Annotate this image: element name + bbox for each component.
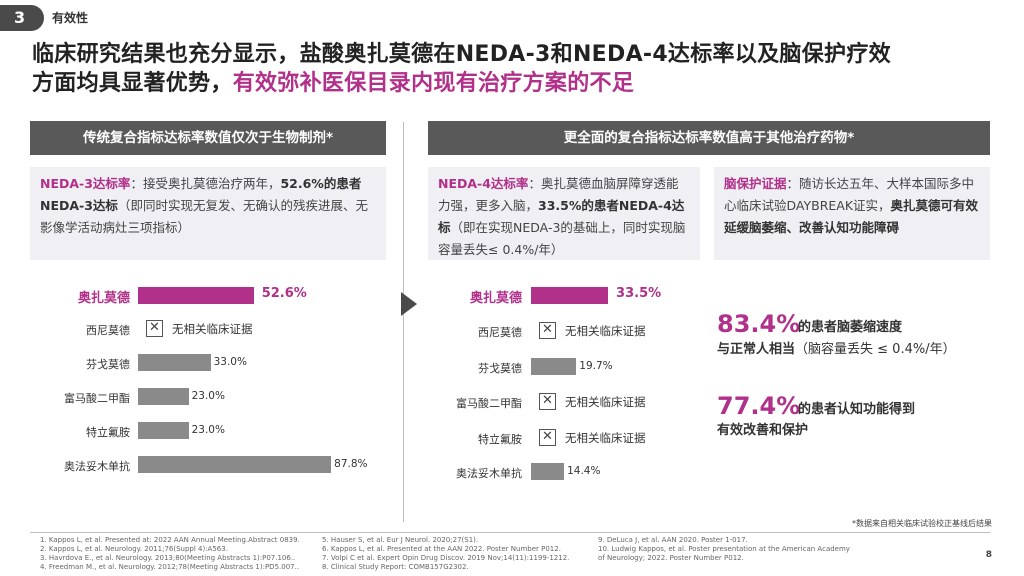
stat-text-1b-plain: （脑容量丢失 ≤ 0.4%/年） [795, 342, 956, 357]
neda4-text-b: （即在实现NEDA-3的基础上，同时实现脑容量丢失≤ 0.4%/年） [438, 220, 686, 257]
no-data-label: 无相关临床证据 [565, 395, 646, 409]
bar [531, 463, 565, 480]
bar [138, 388, 189, 405]
stat-value-2: 77.4% [717, 392, 801, 420]
no-data-icon: ✕ [539, 322, 556, 339]
no-data-icon: ✕ [539, 429, 556, 446]
arrow-right-icon [401, 292, 417, 316]
neda4-text-a: ：奥扎莫德血脑屏障穿透能力强，更多入脑， [438, 176, 679, 213]
brain-highlight: 奥扎莫德可有效延缓脑萎缩、改善认知功能障碍 [724, 198, 979, 235]
left-panel-header: 传统复合指标达标率数值仅次于生物制剂* [30, 121, 386, 155]
bar-value-label: 87.8% [334, 458, 368, 470]
no-data-label: 无相关临床证据 [172, 322, 253, 336]
bar-label: 奥扎莫德 [469, 291, 522, 306]
neda3-label: NEDA-3达标率 [40, 176, 131, 191]
neda3-text-a: ：接受奥扎莫德治疗两年， [130, 176, 281, 191]
bar-label: 特立氟胺 [478, 433, 522, 446]
bar [531, 287, 609, 304]
neda3-highlight: 52.6%的患者NEDA-3达标 [40, 176, 362, 213]
neda3-text-c: 残疾进展、无影像学活动病灶三项指标） [40, 198, 368, 235]
ref-item: 4. Freedman M., et al. Neurology. 2012;7… [40, 563, 300, 571]
no-data-label: 无相关临床证据 [565, 324, 646, 338]
right-info-box-brain: 脑保护证据：随访长达五年、大样本国际多中心临床试验DAYBREAK证实，奥扎莫德… [714, 167, 990, 260]
references-col1: 1. Kappos L, et al. Presented at: 2022 A… [40, 536, 300, 572]
section-title: 有效性 [52, 11, 89, 25]
neda4-label: NEDA-4达标率 [438, 176, 529, 191]
stat-text-1b: 与正常人相当（脑容量丢失 ≤ 0.4%/年） [717, 340, 956, 360]
bar-label: 奥扎莫德 [77, 291, 130, 306]
bar-value-label: 14.4% [567, 465, 601, 477]
ref-item: 10. Ludwig Kappos, et al. Poster present… [598, 545, 850, 553]
stat-text-2a: 的患者认知功能得到 [798, 402, 916, 417]
bar-label: 芬戈莫德 [86, 358, 130, 371]
bar-value-label: 52.6% [261, 286, 307, 301]
no-data-icon: ✕ [539, 393, 556, 410]
brain-text: ：随访长达五年、大样本国际多中心临床试验DAYBREAK证实， [724, 176, 975, 213]
right-panel-header: 更全面的复合指标达标率数值高于其他治疗药物* [428, 121, 990, 155]
ref-item: 5. Hauser S, et al. Eur J Neurol. 2020;2… [322, 536, 479, 544]
footer-rule [30, 532, 990, 533]
ref-item: 7. Volpi C et al. Expert Opin Drug Disco… [322, 554, 570, 562]
ref-item: 2. Kappos L, et al. Neurology. 2011;76(S… [40, 545, 228, 553]
bar-label: 西尼莫德 [86, 324, 130, 337]
neda4-highlight: 33.5%的患者NEDA-4达标 [438, 198, 685, 235]
ref-item: 3. Havrdova E., et al. Neurology. 2013;8… [40, 554, 296, 562]
headline-line2-accent: 有效弥补医保目录内现有治疗方案的不足 [232, 71, 635, 96]
brain-label: 脑保护证据 [724, 176, 787, 191]
references-col3: 9. DeLuca J, et al. AAN 2020. Poster 1-0… [598, 536, 850, 563]
bar [138, 456, 332, 473]
bar-label: 富马酸二甲酯 [64, 392, 130, 405]
neda3-text-b: （即同时实现无复发、无确认的 [117, 198, 293, 213]
ref-item: 1. Kappos L, et al. Presented at: 2022 A… [40, 536, 300, 544]
stat-text-1b-bold: 与正常人相当 [717, 342, 796, 357]
bar-label: 特立氟胺 [86, 426, 130, 439]
no-data-icon: ✕ [146, 320, 163, 337]
ref-item: 8. Clinical Study Report: COMB157G2302. [322, 563, 469, 571]
headline: 临床研究结果也充分显示，盐酸奥扎莫德在NEDA-3和NEDA-4达标率以及脑保护… [32, 40, 1002, 98]
headline-line2-plain: 方面均具显著优势， [32, 71, 233, 96]
ref-item: 6. Kappos L, et al. Presented at the AAN… [322, 545, 561, 553]
ref-item: 9. DeLuca J, et al. AAN 2020. Poster 1-0… [598, 536, 748, 544]
bar [138, 422, 189, 439]
divider-vertical [403, 122, 404, 522]
bar-label: 富马酸二甲酯 [456, 397, 522, 410]
headline-line1: 临床研究结果也充分显示，盐酸奥扎莫德在NEDA-3和NEDA-4达标率以及脑保护… [32, 42, 891, 67]
bar-label: 奥法妥木单抗 [456, 467, 522, 480]
bar-label: 西尼莫德 [478, 326, 522, 339]
bar-value-label: 33.5% [616, 286, 662, 301]
bar-label: 奥法妥木单抗 [64, 460, 130, 473]
bar-value-label: 23.0% [191, 390, 225, 402]
no-data-label: 无相关临床证据 [565, 431, 646, 445]
section-badge: 3 [0, 5, 44, 31]
stat-value-1: 83.4% [717, 310, 801, 338]
bar [138, 354, 211, 371]
stat-text-1a: 的患者脑萎缩速度 [798, 320, 903, 335]
headline-line2: 方面均具显著优势，有效弥补医保目录内现有治疗方案的不足 [32, 69, 1002, 98]
bar-value-label: 33.0% [213, 356, 247, 368]
ref-item: of Neurology; 2022. Poster Number P012. [598, 554, 744, 562]
footnote: *数据来自相关临床试验校正基线后结果 [852, 519, 992, 528]
bar [138, 287, 254, 304]
references-col2: 5. Hauser S, et al. Eur J Neurol. 2020;2… [322, 536, 569, 572]
right-info-box-neda4: NEDA-4达标率：奥扎莫德血脑屏障穿透能力强，更多入脑，33.5%的患者NED… [428, 167, 700, 260]
bar [531, 358, 577, 375]
left-info-box: NEDA-3达标率：接受奥扎莫德治疗两年，52.6%的患者NEDA-3达标（即同… [30, 167, 386, 260]
bar-label: 芬戈莫德 [478, 362, 522, 375]
stat-text-2b: 有效改善和保护 [717, 423, 809, 438]
bar-value-label: 19.7% [579, 360, 613, 372]
bar-value-label: 23.0% [191, 424, 225, 436]
page-number: 8 [985, 550, 992, 560]
